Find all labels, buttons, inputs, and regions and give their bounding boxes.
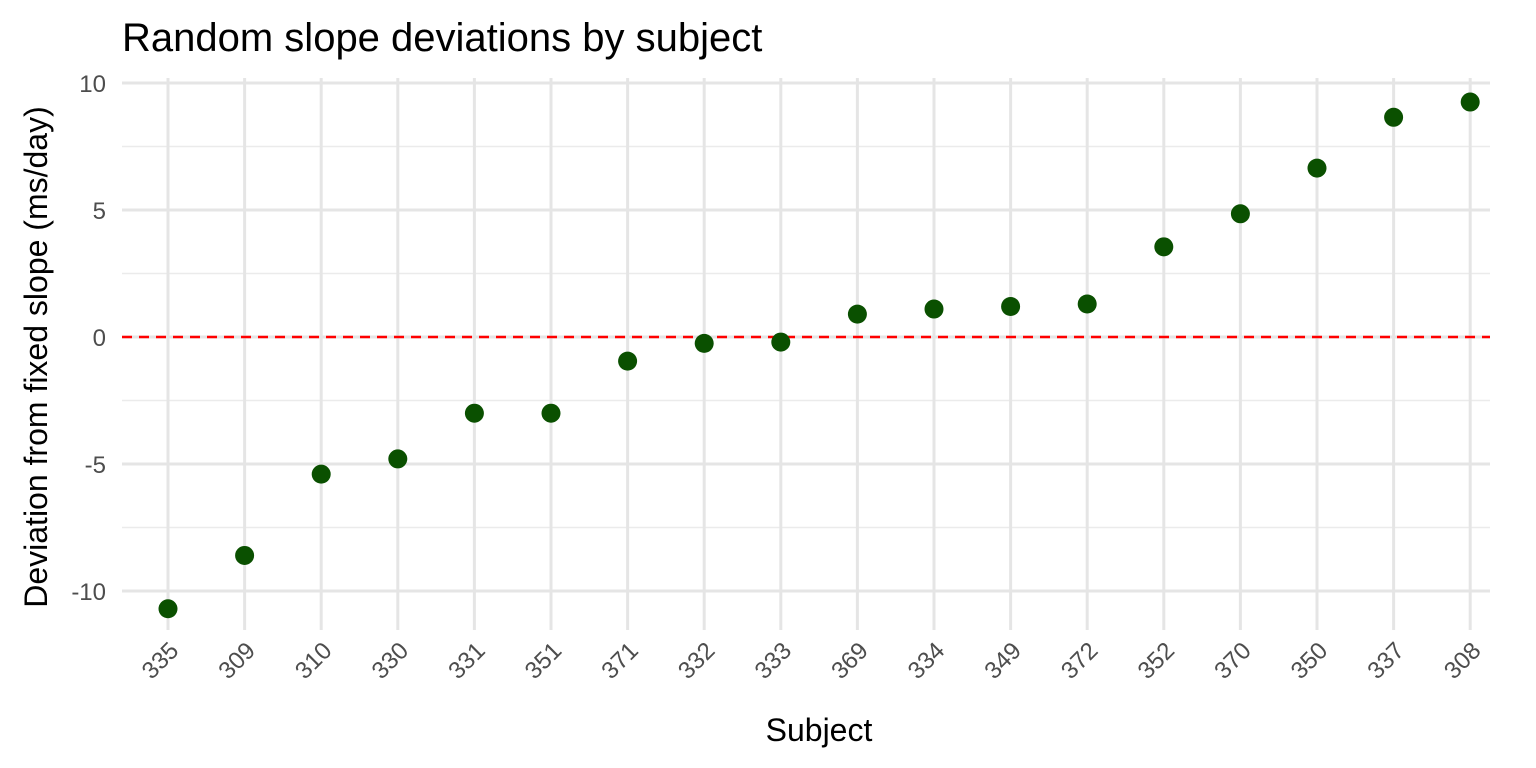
x-tick-label: 337 xyxy=(1362,637,1409,684)
x-tick-label: 331 xyxy=(443,637,490,684)
grid-lines xyxy=(122,78,1490,630)
data-point xyxy=(388,449,408,469)
chart-title: Random slope deviations by subject xyxy=(122,16,762,60)
data-point xyxy=(235,545,255,565)
x-tick-label: 372 xyxy=(1056,637,1103,684)
data-point xyxy=(924,299,944,319)
y-tick-label: -10 xyxy=(71,579,106,606)
x-tick-label: 371 xyxy=(596,637,643,684)
data-points xyxy=(158,92,1480,619)
data-point xyxy=(847,304,867,324)
y-tick-label: 10 xyxy=(79,71,106,98)
x-tick-label: 308 xyxy=(1439,637,1486,684)
x-tick-label: 310 xyxy=(290,637,337,684)
data-point xyxy=(1001,297,1021,317)
x-tick-label: 334 xyxy=(903,637,950,684)
data-point xyxy=(771,332,791,352)
y-tick-label: 0 xyxy=(93,325,106,352)
x-axis-ticks: 335 309 310 330 331 351 371 332 333 369 334 349 372 3… xyxy=(137,637,1487,684)
y-axis-title: Deviation from fixed slope (ms/day) xyxy=(18,106,54,608)
x-tick-label: 369 xyxy=(826,637,873,684)
y-axis-ticks: -10 -5 0 5 10 xyxy=(71,71,106,606)
y-tick-label: 5 xyxy=(93,198,106,225)
data-point xyxy=(1460,92,1480,112)
x-tick-label: 335 xyxy=(137,637,184,684)
data-point xyxy=(158,599,178,619)
data-point xyxy=(541,403,561,423)
data-point xyxy=(618,351,638,371)
data-point xyxy=(694,333,714,353)
data-point xyxy=(1384,107,1404,127)
x-tick-label: 349 xyxy=(979,637,1026,684)
y-tick-label: -5 xyxy=(85,452,106,479)
x-tick-label: 350 xyxy=(1286,637,1333,684)
data-point xyxy=(1230,204,1250,224)
data-point xyxy=(311,464,331,484)
x-tick-label: 332 xyxy=(673,637,720,684)
data-point xyxy=(464,403,484,423)
data-point xyxy=(1307,158,1327,178)
x-axis-title: Subject xyxy=(766,712,873,748)
x-tick-label: 370 xyxy=(1209,637,1256,684)
x-tick-label: 309 xyxy=(213,637,260,684)
x-tick-label: 330 xyxy=(367,637,414,684)
x-tick-label: 351 xyxy=(520,637,567,684)
x-tick-label: 352 xyxy=(1133,637,1180,684)
x-tick-label: 333 xyxy=(750,637,797,684)
data-point xyxy=(1077,294,1097,314)
data-point xyxy=(1154,237,1174,257)
